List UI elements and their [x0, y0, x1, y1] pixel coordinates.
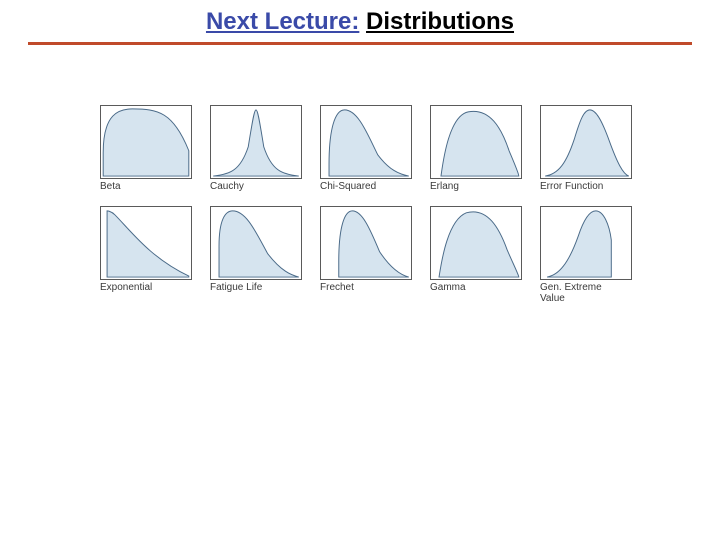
- distribution-cell: Cauchy: [210, 105, 302, 192]
- distribution-label: Error Function: [540, 181, 603, 192]
- slide: Next Lecture: Distributions Beta Cauchy Ch…: [0, 0, 720, 540]
- title-prefix: Next Lecture:: [206, 8, 359, 35]
- grid-row: Beta Cauchy Chi-Squared Erlang Error Functio…: [100, 105, 640, 192]
- distribution-curve-icon: [210, 206, 302, 280]
- distribution-curve-icon: [320, 206, 412, 280]
- distribution-curve-icon: [430, 206, 522, 280]
- slide-title: Next Lecture: Distributions: [0, 0, 720, 36]
- distribution-label: Cauchy: [210, 181, 244, 192]
- title-suffix: Distributions: [366, 8, 514, 35]
- distribution-label: Gen. Extreme Value: [540, 282, 602, 304]
- distribution-curve-icon: [210, 105, 302, 179]
- distribution-label: Gamma: [430, 282, 466, 293]
- distribution-cell: Erlang: [430, 105, 522, 192]
- distribution-curve-icon: [540, 105, 632, 179]
- distribution-cell: Frechet: [320, 206, 412, 304]
- distribution-cell: Beta: [100, 105, 192, 192]
- grid-row: Exponential Fatigue Life Frechet Gamma Gen. …: [100, 206, 640, 304]
- distribution-curve-icon: [320, 105, 412, 179]
- distribution-label: Exponential: [100, 282, 152, 293]
- distribution-label: Fatigue Life: [210, 282, 262, 293]
- distribution-curve-icon: [540, 206, 632, 280]
- distributions-grid: Beta Cauchy Chi-Squared Erlang Error Functio…: [100, 105, 640, 304]
- distribution-label: Beta: [100, 181, 121, 192]
- title-rule: [28, 42, 692, 45]
- distribution-cell: Gen. Extreme Value: [540, 206, 632, 304]
- distribution-curve-icon: [100, 105, 192, 179]
- distribution-label: Chi-Squared: [320, 181, 376, 192]
- distribution-cell: Fatigue Life: [210, 206, 302, 304]
- distribution-cell: Gamma: [430, 206, 522, 304]
- distribution-cell: Exponential: [100, 206, 192, 304]
- distribution-curve-icon: [100, 206, 192, 280]
- distribution-label: Frechet: [320, 282, 354, 293]
- distribution-cell: Error Function: [540, 105, 632, 192]
- distribution-label: Erlang: [430, 181, 459, 192]
- distribution-cell: Chi-Squared: [320, 105, 412, 192]
- distribution-curve-icon: [430, 105, 522, 179]
